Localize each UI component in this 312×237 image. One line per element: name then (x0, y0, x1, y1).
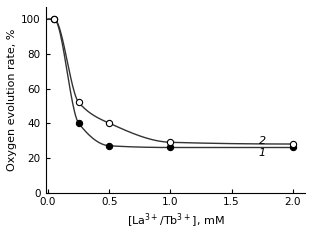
X-axis label: [La$^{3+}$/Tb$^{3+}$], mM: [La$^{3+}$/Tb$^{3+}$], mM (127, 212, 224, 230)
Text: 2: 2 (259, 137, 266, 146)
Text: 1: 1 (259, 148, 266, 158)
Y-axis label: Oxygen evolution rate, %: Oxygen evolution rate, % (7, 29, 17, 171)
